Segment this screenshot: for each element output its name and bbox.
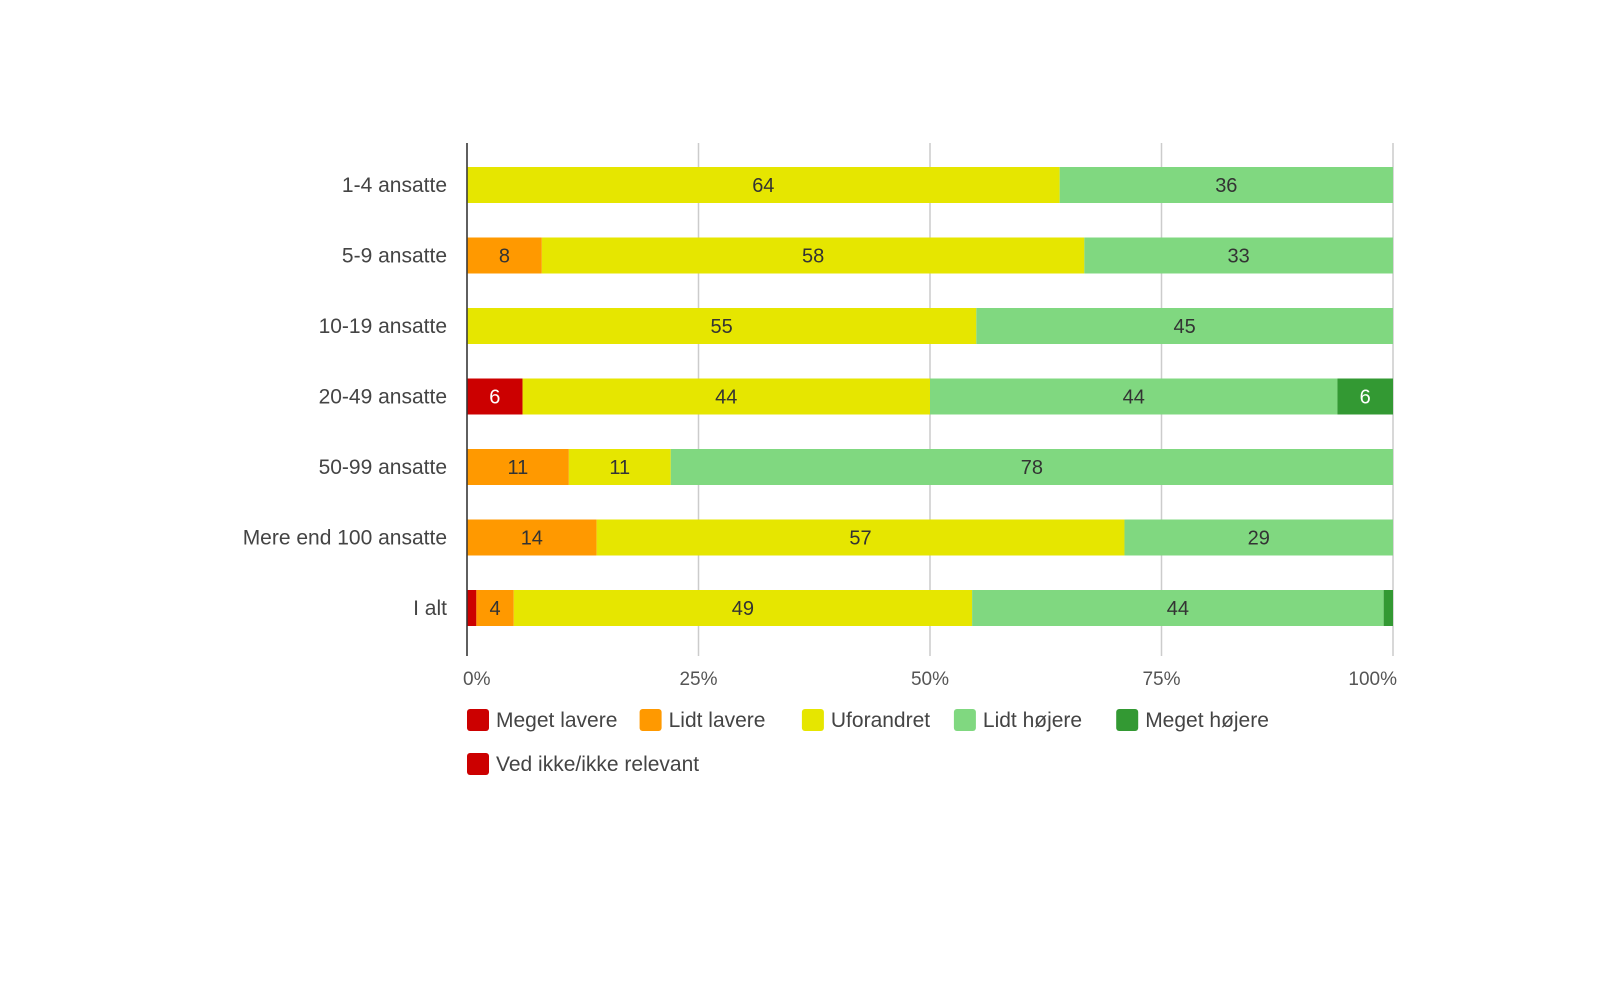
category-label: 50-99 ansatte <box>319 456 447 479</box>
data-label-lidt-h-jere-5: 29 <box>1248 528 1270 550</box>
data-label-lidt-h-jere-1: 33 <box>1228 246 1250 268</box>
x-tick-label: 75% <box>1142 669 1180 690</box>
data-label-lidt-h-jere-2: 45 <box>1174 316 1196 338</box>
data-label-lidt-h-jere-6: 44 <box>1167 598 1189 620</box>
data-label-lidt-lavere-5: 14 <box>521 528 543 550</box>
legend-label-meget-h-jere: Meget højere <box>1145 709 1269 732</box>
legend-swatch-ved-ikke-ikke-relevant <box>467 753 489 775</box>
bar-uforandret-5 <box>596 519 1125 556</box>
bar-lidt-lavere-5 <box>467 519 597 556</box>
bar-lidt-h-jere-1 <box>1084 237 1393 274</box>
bar-lidt-lavere-4 <box>467 449 569 485</box>
bar-lidt-lavere-6 <box>476 590 514 626</box>
data-label-uforandret-2: 55 <box>711 316 733 338</box>
legend-swatch-meget-h-jere <box>1116 709 1139 731</box>
bar-uforandret-2 <box>467 308 977 344</box>
bar-lidt-h-jere-0 <box>1059 167 1393 203</box>
bar-lidt-h-jere-5 <box>1124 519 1393 556</box>
data-label-lidt-h-jere-4: 78 <box>1021 457 1043 479</box>
data-label-lidt-lavere-1: 8 <box>499 246 510 268</box>
legend-label-ved-ikke-ikke-relevant: Ved ikke/ikke relevant <box>496 753 699 776</box>
category-label: I alt <box>413 597 447 620</box>
data-label-uforandret-0: 64 <box>752 175 774 197</box>
data-label-lidt-lavere-6: 4 <box>489 598 500 620</box>
legend-label-meget-lavere: Meget lavere <box>496 709 617 732</box>
legend-swatch-uforandret <box>801 709 824 731</box>
data-label-lidt-lavere-4: 11 <box>508 457 529 479</box>
data-label-uforandret-3: 44 <box>715 387 737 409</box>
bar-uforandret-4 <box>568 449 671 485</box>
bar-uforandret-1 <box>541 237 1085 274</box>
bar-uforandret-0 <box>467 167 1060 203</box>
bar-meget-h-jere-6 <box>1383 590 1393 626</box>
x-tick-label: 50% <box>911 669 949 690</box>
x-tick-label: 25% <box>679 669 717 690</box>
data-label-uforandret-1: 58 <box>802 246 824 268</box>
legend: Meget lavere Lidt lavere Uforandret Lidt hø… <box>467 709 1269 776</box>
category-label: 20-49 ansatte <box>319 386 447 409</box>
axes: 0% 25% 50% 75% 100% 1-4 ansatte 5-9 ansatte 10-… <box>243 143 1397 690</box>
legend-label-uforandret: Uforandret <box>831 709 930 732</box>
x-tick-label: 0% <box>463 669 491 690</box>
data-label-lidt-h-jere-0: 36 <box>1215 175 1237 197</box>
data-label-meget-lavere-3: 6 <box>489 387 500 409</box>
bars: 64 36 8 58 33 55 45 6 44 44 6 11 11 78 14 57 29 4 49 44 <box>467 167 1393 626</box>
bar-meget-lavere-3 <box>467 378 523 415</box>
category-label: 1-4 ansatte <box>342 174 447 197</box>
legend-swatch-meget-lavere <box>467 709 489 731</box>
bar-meget-h-jere-3 <box>1337 378 1393 415</box>
x-tick-label: 100% <box>1348 669 1397 690</box>
category-label: 10-19 ansatte <box>319 315 447 338</box>
category-label: 5-9 ansatte <box>342 245 447 268</box>
legend-label-lidt-h-jere: Lidt højere <box>983 709 1082 732</box>
data-label-meget-h-jere-3: 6 <box>1360 387 1371 409</box>
legend-swatch-lidt-h-jere <box>953 709 976 731</box>
bar-meget-lavere-6 <box>467 590 477 626</box>
data-label-uforandret-6: 49 <box>732 598 754 620</box>
bar-uforandret-6 <box>513 590 973 626</box>
bar-lidt-h-jere-6 <box>972 590 1384 626</box>
bar-lidt-h-jere-2 <box>976 308 1393 344</box>
bar-lidt-h-jere-4 <box>670 449 1393 485</box>
legend-swatch-lidt-lavere <box>639 709 662 731</box>
data-label-uforandret-4: 11 <box>609 457 630 479</box>
data-label-lidt-h-jere-3: 44 <box>1123 387 1145 409</box>
legend-label-lidt-lavere: Lidt lavere <box>669 709 766 732</box>
bar-lidt-lavere-1 <box>467 237 542 274</box>
bar-lidt-h-jere-3 <box>930 378 1338 415</box>
category-label: Mere end 100 ansatte <box>243 527 447 550</box>
bar-uforandret-3 <box>522 378 930 415</box>
data-label-uforandret-5: 57 <box>849 528 871 550</box>
